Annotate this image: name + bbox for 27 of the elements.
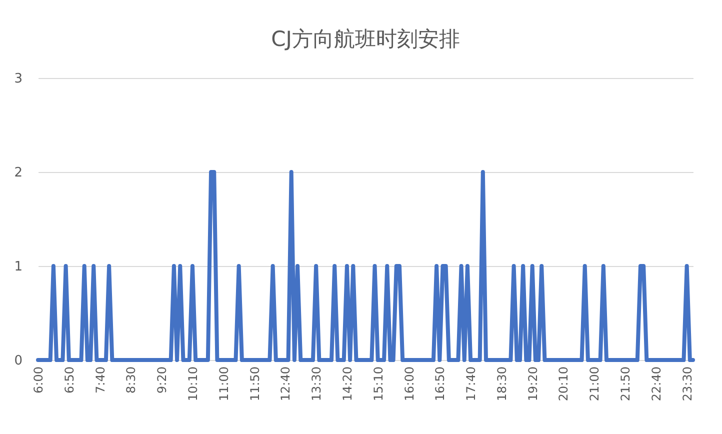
- x-tick-label: 10:10: [186, 366, 200, 402]
- x-tick-label: 11:50: [248, 366, 262, 402]
- x-tick-label: 6:00: [32, 366, 46, 394]
- x-tick-label: 20:10: [556, 366, 571, 402]
- y-tick-label: 2: [14, 166, 22, 180]
- x-tick-label: 9:20: [155, 366, 170, 394]
- x-tick-label: 23:30: [680, 366, 694, 402]
- x-tick-label: 7:40: [93, 366, 108, 394]
- x-tick-label: 12:40: [278, 366, 293, 402]
- x-tick-label: 19:20: [526, 366, 540, 402]
- x-tick-label: 22:40: [649, 366, 664, 402]
- x-tick-label: 6:50: [62, 366, 76, 394]
- x-tick-label: 16:00: [402, 366, 416, 402]
- x-tick-label: 21:00: [588, 366, 602, 402]
- x-tick-label: 21:50: [618, 366, 633, 402]
- x-tick-label: 16:50: [433, 366, 448, 402]
- x-tick-label: 14:20: [340, 366, 354, 402]
- chart-title: CJ方向航班时刻安排: [271, 27, 460, 51]
- x-tick-label: 11:00: [216, 366, 231, 402]
- y-tick-label: 3: [14, 72, 22, 86]
- y-tick-label: 1: [14, 260, 22, 274]
- x-tick-label: 18:30: [494, 366, 509, 402]
- y-tick-label: 0: [14, 354, 22, 368]
- x-tick-label: 8:30: [124, 366, 138, 394]
- x-tick-label: 17:40: [464, 366, 478, 402]
- x-tick-label: 15:10: [371, 366, 386, 402]
- x-tick-label: 13:30: [310, 366, 324, 402]
